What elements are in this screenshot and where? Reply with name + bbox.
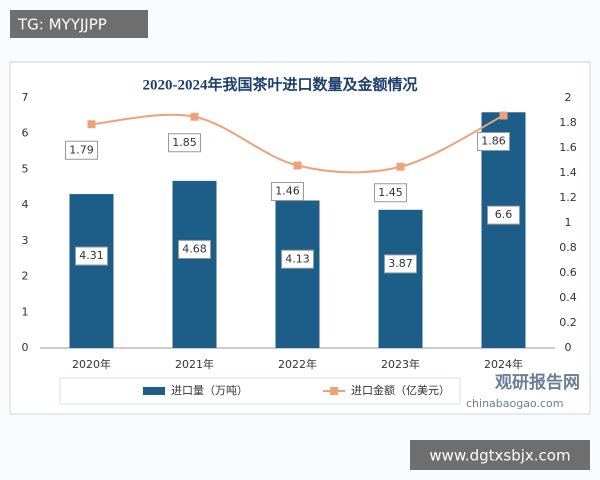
data-label: 4.13 <box>285 252 310 265</box>
data-label-box <box>477 132 510 151</box>
data-label: 4.31 <box>79 249 104 262</box>
legend-box <box>59 377 461 405</box>
data-label: 1.45 <box>378 186 403 199</box>
y-tick-label: 4 <box>22 198 29 211</box>
legend-label: 进口量（万吨） <box>171 384 248 397</box>
y2-tick-label: 1 <box>565 216 572 229</box>
watermark: TG: MYYJJPP <box>17 16 107 34</box>
data-label: 1.86 <box>481 135 506 148</box>
data-label-box <box>271 182 304 201</box>
y-tick-label: 5 <box>22 162 29 175</box>
logo: 观研报告网 <box>494 372 580 393</box>
line-marker <box>396 162 405 171</box>
bar <box>172 180 217 348</box>
x-tick-label: 2023年 <box>381 357 420 371</box>
y2-tick-label: 2 <box>565 91 572 104</box>
logo-url: chinabaogao.com <box>466 397 564 410</box>
data-label-box <box>75 246 108 266</box>
y2-tick-label: 1.8 <box>559 116 577 129</box>
y2-tick-label: 1.2 <box>559 191 577 204</box>
data-label-box <box>487 205 520 225</box>
y-tick-label: 2 <box>22 270 29 283</box>
y-tick-label: 6 <box>22 127 29 140</box>
chart-title: 2020-2024年我国茶叶进口数量及金额情况 <box>143 75 418 93</box>
data-label-box <box>178 239 211 259</box>
legend-label: 进口金额（亿美元） <box>351 383 450 397</box>
data-label: 3.87 <box>388 257 413 270</box>
data-label-box <box>168 133 201 153</box>
y-tick-label: 3 <box>22 234 29 247</box>
legend-swatch <box>330 387 338 395</box>
line-marker <box>499 111 508 120</box>
y2-tick-label: 0.8 <box>559 241 577 254</box>
x-tick-label: 2020年 <box>72 357 111 371</box>
data-label: 1.85 <box>172 136 197 149</box>
y2-tick-label: 0 <box>565 341 572 354</box>
y2-tick-label: 0.4 <box>559 291 577 304</box>
watermark: www.dgtxsbjx.com <box>429 447 570 465</box>
y2-tick-label: 1.4 <box>559 166 577 179</box>
data-label: 1.46 <box>275 185 300 198</box>
bar <box>275 200 320 348</box>
watermark-box <box>410 440 590 470</box>
y-tick-label: 0 <box>22 341 29 354</box>
line-marker <box>190 112 199 121</box>
y2-tick-label: 0.6 <box>559 266 577 279</box>
bar <box>378 209 423 348</box>
line-marker <box>293 161 302 170</box>
y-tick-label: 1 <box>22 305 29 318</box>
x-tick-label: 2021年 <box>175 357 214 371</box>
line-marker <box>87 120 96 129</box>
data-label-box <box>384 254 417 274</box>
data-label-box <box>65 140 98 160</box>
x-tick-label: 2024年 <box>484 357 523 371</box>
data-label-box <box>374 183 407 203</box>
legend-swatch <box>143 387 165 395</box>
y2-tick-label: 1.6 <box>559 141 577 154</box>
data-label: 6.6 <box>495 208 513 221</box>
watermark-box <box>10 10 148 38</box>
x-tick-label: 2022年 <box>278 357 317 371</box>
data-label: 1.79 <box>69 143 94 156</box>
bar <box>69 194 114 348</box>
bar <box>481 112 526 349</box>
data-label: 4.68 <box>182 242 207 255</box>
data-label-box <box>281 249 314 269</box>
y-tick-label: 7 <box>22 91 29 104</box>
y2-tick-label: 0.2 <box>559 316 577 329</box>
